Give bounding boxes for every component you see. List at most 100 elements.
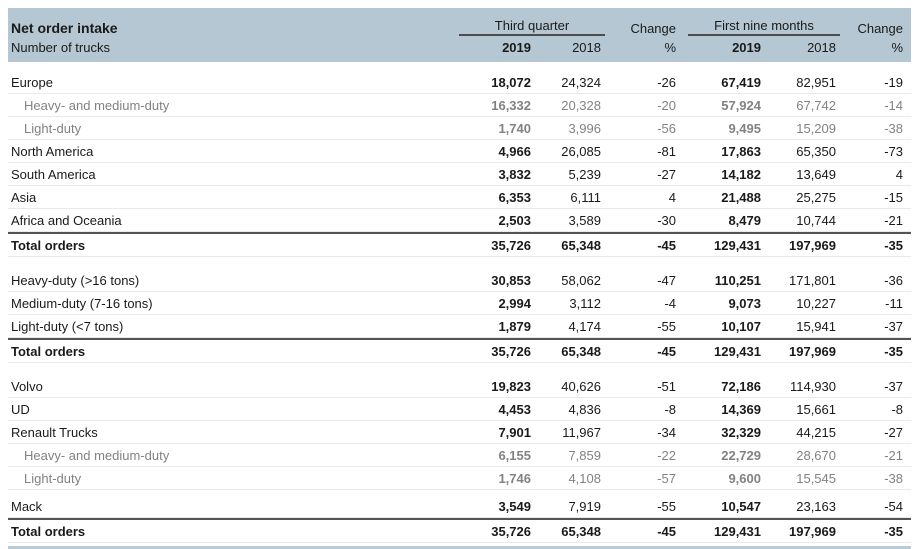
table-row: Total orders 35,726 65,348 -45 129,431 197,96… bbox=[8, 338, 911, 363]
cell-value: -56 bbox=[657, 120, 676, 136]
cell-value: -37 bbox=[884, 378, 903, 394]
cell-value: 65,350 bbox=[796, 143, 836, 159]
table-row: Asia 6,353 6,111 4 21,488 25,275 -15 bbox=[8, 186, 911, 209]
table-row: Total orders 35,726 65,348 -45 129,431 197,96… bbox=[8, 232, 911, 257]
cell-value: 7,919 bbox=[568, 498, 601, 514]
cell-value: -35 bbox=[884, 343, 903, 359]
cell-value: -38 bbox=[884, 120, 903, 136]
cell-value: -38 bbox=[884, 470, 903, 486]
cell-value: -22 bbox=[657, 447, 676, 463]
column-header-n-2019: 2019 bbox=[732, 39, 761, 55]
cell-value: -21 bbox=[884, 447, 903, 463]
cell-value: 22,729 bbox=[721, 447, 761, 463]
row-label: Light-duty bbox=[24, 470, 82, 486]
cell-value: -51 bbox=[657, 378, 676, 394]
cell-value: 20,328 bbox=[561, 97, 601, 113]
table-row: Light-duty 1,740 3,996 -56 9,495 15,209 -38 bbox=[8, 117, 911, 140]
cell-value: 197,969 bbox=[789, 523, 836, 539]
cell-value: 72,186 bbox=[721, 378, 761, 394]
cell-value: -20 bbox=[657, 97, 676, 113]
column-header-q-2019: 2019 bbox=[502, 39, 531, 55]
cell-value: 58,062 bbox=[561, 272, 601, 288]
cell-value: 4,453 bbox=[498, 401, 531, 417]
cell-value: 4 bbox=[668, 189, 676, 205]
cell-value: 3,112 bbox=[569, 295, 601, 311]
row-label: Asia bbox=[11, 189, 37, 205]
table-section: Heavy-duty (>16 tons) 30,853 58,062 -47 110,… bbox=[8, 269, 911, 363]
table-row: Renault Trucks 7,901 11,967 -34 32,329 44,215… bbox=[8, 421, 911, 444]
cell-value: 28,670 bbox=[796, 447, 836, 463]
cell-value: 23,163 bbox=[796, 498, 836, 514]
row-label: Total orders bbox=[11, 237, 86, 253]
cell-value: 10,547 bbox=[721, 498, 761, 514]
cell-value: 16,332 bbox=[491, 97, 531, 113]
cell-value: -45 bbox=[657, 237, 676, 253]
cell-value: -35 bbox=[884, 237, 903, 253]
cell-value: 7,859 bbox=[568, 447, 601, 463]
row-label: Medium-duty (7-16 tons) bbox=[11, 295, 153, 311]
table-row: UD 4,453 4,836 -8 14,369 15,661 -8 bbox=[8, 398, 911, 421]
column-header-n-percent: % bbox=[891, 39, 903, 55]
cell-value: 82,951 bbox=[796, 74, 836, 90]
cell-value: 44,215 bbox=[796, 424, 836, 440]
table-row: Africa and Oceania 2,503 3,589 -30 8,479 10,7… bbox=[8, 209, 911, 232]
cell-value: 35,726 bbox=[491, 343, 531, 359]
cell-value: 9,600 bbox=[728, 470, 761, 486]
column-header-q-percent: % bbox=[664, 39, 676, 55]
cell-value: 1,746 bbox=[498, 470, 531, 486]
cell-value: -36 bbox=[884, 272, 903, 288]
page-title: Net order intake bbox=[11, 20, 118, 36]
row-label: Heavy- and medium-duty bbox=[24, 97, 170, 113]
cell-value: -15 bbox=[884, 189, 903, 205]
cell-value: 15,209 bbox=[796, 120, 836, 136]
cell-value: 129,431 bbox=[714, 523, 761, 539]
cell-value: -4 bbox=[664, 295, 676, 311]
cell-value: 65,348 bbox=[561, 523, 601, 539]
cell-value: 10,744 bbox=[796, 212, 836, 228]
table-row: North America 4,966 26,085 -81 17,863 65,350 -… bbox=[8, 140, 911, 163]
cell-value: 26,085 bbox=[561, 143, 601, 159]
column-header-n-2018: 2018 bbox=[807, 39, 836, 55]
table-row: South America 3,832 5,239 -27 14,182 13,649 4 bbox=[8, 163, 911, 186]
cell-value: 1,740 bbox=[498, 120, 531, 136]
cell-value: -26 bbox=[657, 74, 676, 90]
cell-value: 10,227 bbox=[796, 295, 836, 311]
cell-value: 5,239 bbox=[568, 166, 601, 182]
cell-value: 2,503 bbox=[498, 212, 531, 228]
cell-value: -19 bbox=[884, 74, 903, 90]
cell-value: 3,996 bbox=[568, 120, 601, 136]
row-label: Total orders bbox=[11, 523, 86, 539]
table-row: Total orders 35,726 65,348 -45 129,431 197,96… bbox=[8, 518, 911, 543]
cell-value: 10,107 bbox=[721, 318, 761, 334]
row-label: Light-duty bbox=[24, 120, 82, 136]
cell-value: 15,545 bbox=[796, 470, 836, 486]
row-label: Light-duty (<7 tons) bbox=[11, 318, 124, 334]
table-subtitle: Number of trucks bbox=[11, 39, 110, 55]
cell-value: 35,726 bbox=[491, 523, 531, 539]
cell-value: 197,969 bbox=[789, 237, 836, 253]
row-label: South America bbox=[11, 166, 96, 182]
table-row: Heavy-duty (>16 tons) 30,853 58,062 -47 110,… bbox=[8, 269, 911, 292]
cell-value: 114,930 bbox=[789, 378, 836, 394]
first-nine-months-group-header: First nine months bbox=[688, 18, 840, 36]
table-row: Light-duty 1,746 4,108 -57 9,600 15,545 -38 bbox=[8, 467, 911, 490]
cell-value: 2,994 bbox=[498, 295, 531, 311]
cell-value: 15,661 bbox=[796, 401, 836, 417]
cell-value: 19,823 bbox=[491, 378, 531, 394]
net-order-intake-table: Net order intake Third quarter Change Fi… bbox=[8, 8, 911, 549]
table-row: Mack 3,549 7,919 -55 10,547 23,163 -54 bbox=[8, 495, 911, 518]
table-row: Heavy- and medium-duty 16,332 20,328 -20 57,… bbox=[8, 94, 911, 117]
cell-value: 9,073 bbox=[728, 295, 761, 311]
table-row: Light-duty (<7 tons) 1,879 4,174 -55 10,107 1… bbox=[8, 315, 911, 338]
cell-value: -57 bbox=[657, 470, 676, 486]
third-quarter-group-header: Third quarter bbox=[459, 18, 605, 36]
cell-value: 14,369 bbox=[721, 401, 761, 417]
cell-value: 30,853 bbox=[491, 272, 531, 288]
table-body: Europe 18,072 24,324 -26 67,419 82,951 -19 Heav… bbox=[8, 71, 911, 543]
cell-value: -55 bbox=[657, 498, 676, 514]
row-label: Heavy- and medium-duty bbox=[24, 447, 170, 463]
table-section: Europe 18,072 24,324 -26 67,419 82,951 -19 Heav… bbox=[8, 71, 911, 257]
column-header-q-2018: 2018 bbox=[572, 39, 601, 55]
cell-value: 9,495 bbox=[728, 120, 761, 136]
cell-value: 21,488 bbox=[721, 189, 761, 205]
